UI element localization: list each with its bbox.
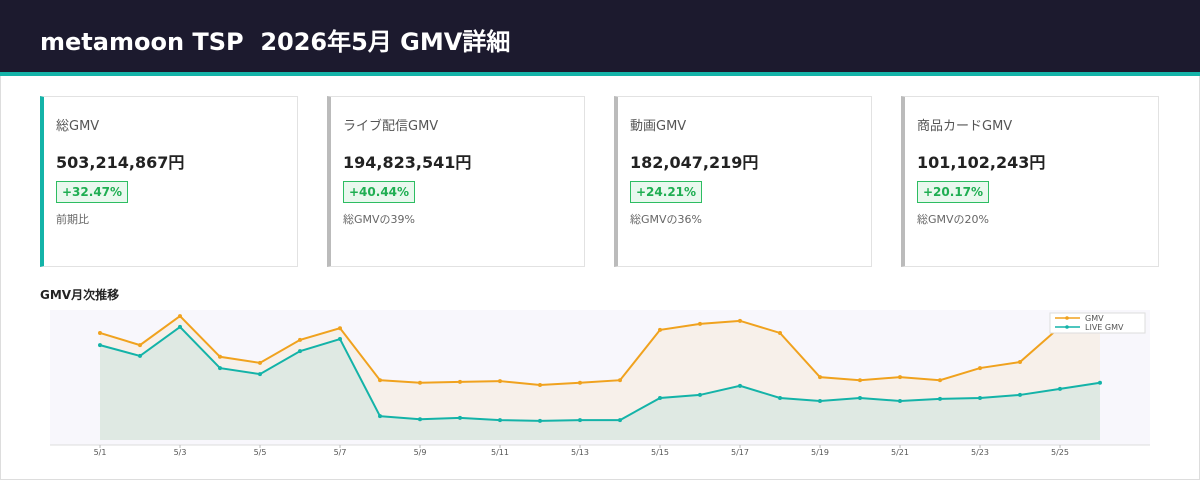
legend-label: GMV: [1085, 314, 1104, 323]
data-point: [858, 378, 862, 383]
x-tick-label: 5/11: [491, 448, 509, 457]
kpi-card: 商品カードGMV 101,102,243円 +20.17% 総GMVの20%: [901, 96, 1159, 267]
data-point: [938, 378, 942, 383]
data-point: [938, 396, 942, 401]
x-tick-label: 5/17: [731, 448, 749, 457]
x-tick-label: 5/25: [1051, 448, 1069, 457]
legend-label: LIVE GMV: [1085, 323, 1124, 332]
x-tick-label: 5/23: [971, 448, 989, 457]
data-point: [418, 417, 422, 422]
kpi-value: 503,214,867円: [56, 153, 185, 172]
kpi-value: 194,823,541円: [343, 153, 472, 172]
series-area: [100, 326, 1100, 440]
kpi-note: 総GMVの39%: [343, 213, 415, 226]
x-tick-label: 5/9: [414, 448, 427, 457]
series-line: [99, 325, 1101, 422]
data-point: [658, 327, 662, 332]
data-point: [138, 343, 142, 348]
data-point: [978, 366, 982, 371]
data-point: [778, 330, 782, 335]
data-point: [538, 382, 542, 387]
data-point: [698, 321, 702, 326]
kpi-label: 動画GMV: [630, 119, 687, 134]
data-point: [658, 395, 662, 400]
data-point: [738, 318, 742, 323]
x-tick-label: 5/21: [891, 448, 909, 457]
plot-background: [50, 310, 1150, 445]
data-point: [378, 378, 382, 383]
data-point: [698, 392, 702, 397]
kpi-label: 総GMV: [56, 119, 100, 134]
legend-dot: [1065, 316, 1069, 320]
kpi-card: ライブ配信GMV 194,823,541円 +40.44% 総GMVの39%: [327, 96, 585, 267]
kpi-label: ライブ配信GMV: [343, 119, 439, 134]
data-point: [458, 379, 462, 384]
x-tick-label: 5/3: [174, 448, 187, 457]
data-point: [578, 418, 582, 423]
data-point: [498, 418, 502, 423]
data-point: [818, 399, 822, 403]
data-point: [898, 375, 902, 380]
kpi-change: +32.47%: [56, 181, 129, 203]
kpi-change: +20.17%: [917, 181, 990, 203]
data-point: [1018, 360, 1022, 364]
series-line: [99, 314, 1101, 386]
legend-dot: [1065, 325, 1069, 329]
data-point: [298, 337, 302, 342]
kpi-note: 総GMVの20%: [917, 213, 989, 226]
data-point: [1098, 380, 1102, 385]
data-point: [458, 415, 462, 420]
x-tick-label: 5/13: [571, 448, 589, 457]
data-point: [218, 354, 222, 359]
kpi-change: +40.44%: [343, 181, 416, 203]
kpi-card: 総GMV 503,214,867円 +32.47% 前期比: [40, 96, 298, 267]
data-point: [538, 418, 542, 423]
data-point: [378, 414, 382, 419]
x-tick-label: 5/7: [334, 448, 347, 457]
x-tick-label: 5/1: [94, 448, 107, 457]
kpi-note: 総GMVの36%: [630, 213, 702, 226]
kpi-card: 動画GMV 182,047,219円 +24.21% 総GMVの36%: [614, 96, 872, 267]
x-tick-label: 5/19: [811, 448, 829, 457]
data-point: [818, 375, 822, 380]
data-point: [218, 366, 222, 371]
data-point: [298, 349, 302, 354]
data-point: [498, 379, 502, 384]
kpi-change: +24.21%: [630, 181, 703, 203]
kpi-value: 101,102,243円: [917, 153, 1046, 172]
data-point: [258, 372, 262, 377]
data-point: [338, 337, 342, 342]
data-point: [618, 378, 622, 383]
data-point: [898, 399, 902, 403]
data-point: [618, 418, 622, 423]
data-point: [338, 326, 342, 331]
data-point: [138, 353, 142, 358]
data-point: [1058, 386, 1062, 391]
data-point: [1018, 392, 1022, 397]
series-area: [100, 316, 1100, 440]
page-title: metamoon TSP 2026年5月 GMV詳細: [40, 28, 511, 56]
x-tick-label: 5/15: [651, 448, 669, 457]
data-point: [258, 360, 262, 365]
kpi-note: 前期比: [56, 213, 89, 226]
data-point: [98, 343, 102, 348]
header: metamoon TSP 2026年5月 GMV詳細: [0, 0, 1200, 76]
data-point: [738, 383, 742, 388]
data-point: [578, 380, 582, 385]
data-point: [978, 395, 982, 400]
data-point: [858, 395, 862, 400]
data-point: [178, 314, 182, 319]
data-point: [178, 324, 182, 329]
kpi-value: 182,047,219円: [630, 153, 759, 172]
data-point: [98, 330, 102, 335]
x-tick-label: 5/5: [254, 448, 267, 457]
data-point: [778, 395, 782, 400]
chart-title: GMV月次推移: [40, 288, 120, 302]
kpi-label: 商品カードGMV: [917, 119, 1013, 134]
data-point: [418, 380, 422, 385]
